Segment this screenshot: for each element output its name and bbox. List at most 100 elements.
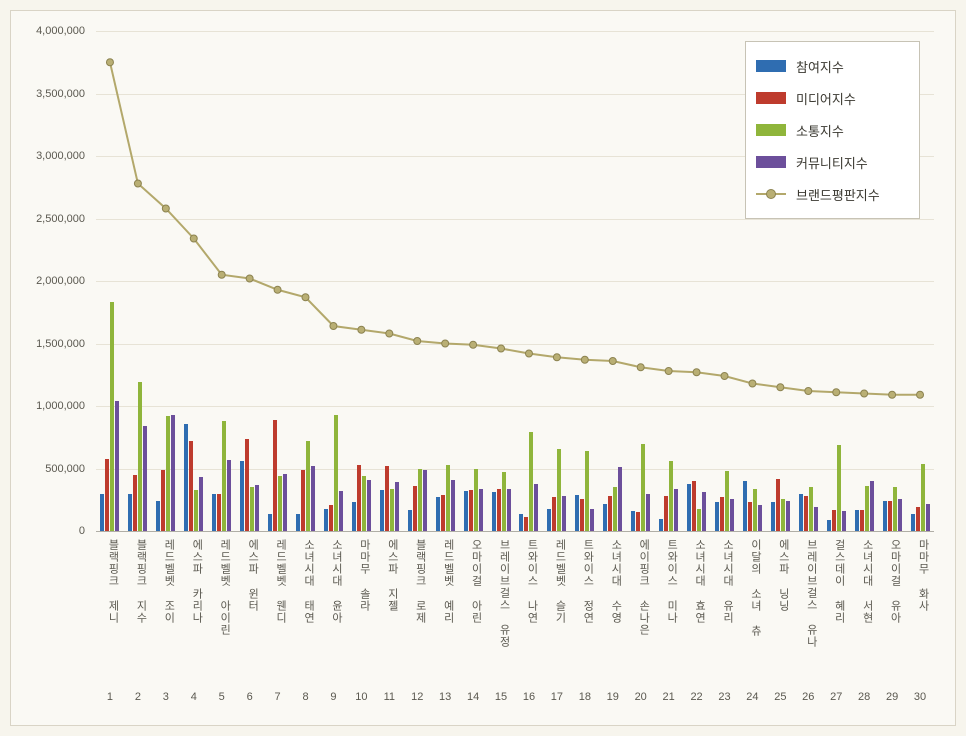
bar-communication bbox=[334, 415, 338, 531]
bar-group bbox=[352, 31, 371, 531]
bar-group bbox=[324, 31, 343, 531]
bar-community bbox=[171, 415, 175, 531]
bar-media bbox=[105, 459, 109, 532]
bar-group bbox=[156, 31, 175, 531]
x-category-rank: 15 bbox=[489, 691, 513, 703]
bar-media bbox=[273, 420, 277, 531]
bar-participation bbox=[212, 494, 216, 532]
legend-label: 소통지수 bbox=[796, 121, 844, 140]
bar-media bbox=[385, 466, 389, 531]
x-category-rank: 17 bbox=[545, 691, 569, 703]
x-category-rank: 1 bbox=[98, 691, 122, 703]
bar-communication bbox=[390, 489, 394, 532]
bar-media bbox=[497, 489, 501, 532]
x-category-name: 오마이걸 아린 bbox=[467, 539, 481, 624]
bar-communication bbox=[921, 464, 925, 532]
legend-label: 커뮤니티지수 bbox=[796, 153, 868, 172]
x-category-name: 이달의 소녀 츄 bbox=[746, 539, 760, 637]
bar-group bbox=[296, 31, 315, 531]
bar-participation bbox=[408, 510, 412, 531]
x-category-name: 에이핑크 손나은 bbox=[635, 539, 649, 636]
bar-communication bbox=[809, 487, 813, 531]
bar-group bbox=[436, 31, 455, 531]
bar-participation bbox=[128, 494, 132, 532]
y-tick-label: 2,000,000 bbox=[10, 275, 85, 287]
bar-community bbox=[758, 505, 762, 531]
bar-participation bbox=[743, 481, 747, 531]
bar-media bbox=[413, 486, 417, 531]
x-category-rank: 19 bbox=[601, 691, 625, 703]
x-category-rank: 16 bbox=[517, 691, 541, 703]
bar-community bbox=[395, 482, 399, 531]
bar-communication bbox=[250, 487, 254, 531]
bar-media bbox=[916, 507, 920, 531]
bar-participation bbox=[687, 484, 691, 532]
y-tick-label: 2,500,000 bbox=[10, 213, 85, 225]
legend-swatch bbox=[756, 60, 786, 72]
bar-participation bbox=[436, 497, 440, 531]
x-category-rank: 18 bbox=[573, 691, 597, 703]
x-category-name: 블랙핑크 지수 bbox=[132, 539, 146, 624]
bar-media bbox=[720, 497, 724, 531]
bar-media bbox=[217, 494, 221, 532]
x-category-name: 트와이스 나연 bbox=[523, 539, 537, 624]
y-tick-label: 1,000,000 bbox=[10, 400, 85, 412]
bar-community bbox=[507, 489, 511, 532]
bar-participation bbox=[631, 511, 635, 531]
bar-group bbox=[575, 31, 594, 531]
x-category-name: 레드벨벳 슬기 bbox=[551, 539, 565, 624]
x-category-name: 마마무 화사 bbox=[914, 539, 928, 612]
bar-communication bbox=[194, 490, 198, 531]
bar-group bbox=[128, 31, 147, 531]
x-category-name: 레드벨벳 웬디 bbox=[272, 539, 286, 624]
bar-media bbox=[580, 499, 584, 532]
bar-media bbox=[357, 465, 361, 531]
x-category-rank: 8 bbox=[294, 691, 318, 703]
x-category-rank: 3 bbox=[154, 691, 178, 703]
legend-row: 미디어지수 bbox=[756, 82, 909, 114]
bar-community bbox=[674, 489, 678, 532]
bar-participation bbox=[575, 495, 579, 531]
x-category-name: 블랙핑크 제니 bbox=[104, 539, 118, 624]
x-category-rank: 26 bbox=[796, 691, 820, 703]
legend-label: 참여지수 bbox=[796, 57, 844, 76]
bar-group bbox=[408, 31, 427, 531]
bar-participation bbox=[547, 509, 551, 532]
bar-participation bbox=[268, 514, 272, 532]
bar-community bbox=[199, 477, 203, 531]
x-category-name: 소녀시대 태연 bbox=[300, 539, 314, 624]
x-category-rank: 27 bbox=[824, 691, 848, 703]
bar-communication bbox=[446, 465, 450, 531]
bar-participation bbox=[324, 509, 328, 532]
x-category-name: 소녀시대 윤아 bbox=[327, 539, 341, 624]
legend-row: 참여지수 bbox=[756, 50, 909, 82]
x-category-rank: 10 bbox=[349, 691, 373, 703]
x-category-rank: 13 bbox=[433, 691, 457, 703]
x-category-name: 레드벨벳 아이린 bbox=[216, 539, 230, 636]
legend-box: 참여지수미디어지수소통지수커뮤니티지수브랜드평판지수 bbox=[745, 41, 920, 219]
bar-group bbox=[212, 31, 231, 531]
bar-media bbox=[860, 510, 864, 531]
bar-group bbox=[464, 31, 483, 531]
legend-label: 미디어지수 bbox=[796, 89, 856, 108]
x-category-rank: 28 bbox=[852, 691, 876, 703]
legend-label: 브랜드평판지수 bbox=[796, 185, 880, 204]
bar-participation bbox=[603, 504, 607, 532]
bar-participation bbox=[492, 492, 496, 531]
x-category-rank: 25 bbox=[768, 691, 792, 703]
bar-communication bbox=[362, 476, 366, 531]
bar-communication bbox=[725, 471, 729, 531]
bar-community bbox=[646, 494, 650, 532]
bar-media bbox=[245, 439, 249, 532]
bar-group bbox=[631, 31, 650, 531]
bar-participation bbox=[184, 424, 188, 532]
bar-communication bbox=[418, 469, 422, 532]
bar-community bbox=[227, 460, 231, 531]
x-category-name: 브레이브걸스 유정 bbox=[495, 539, 509, 648]
bar-community bbox=[842, 511, 846, 531]
bar-media bbox=[776, 479, 780, 532]
bar-communication bbox=[474, 469, 478, 532]
bar-community bbox=[143, 426, 147, 531]
bar-participation bbox=[100, 494, 104, 532]
xaxis-labels: 블랙핑크 제니1블랙핑크 지수2레드벨벳 조이3에스파 카리나4레드벨벳 아이린… bbox=[96, 533, 934, 723]
